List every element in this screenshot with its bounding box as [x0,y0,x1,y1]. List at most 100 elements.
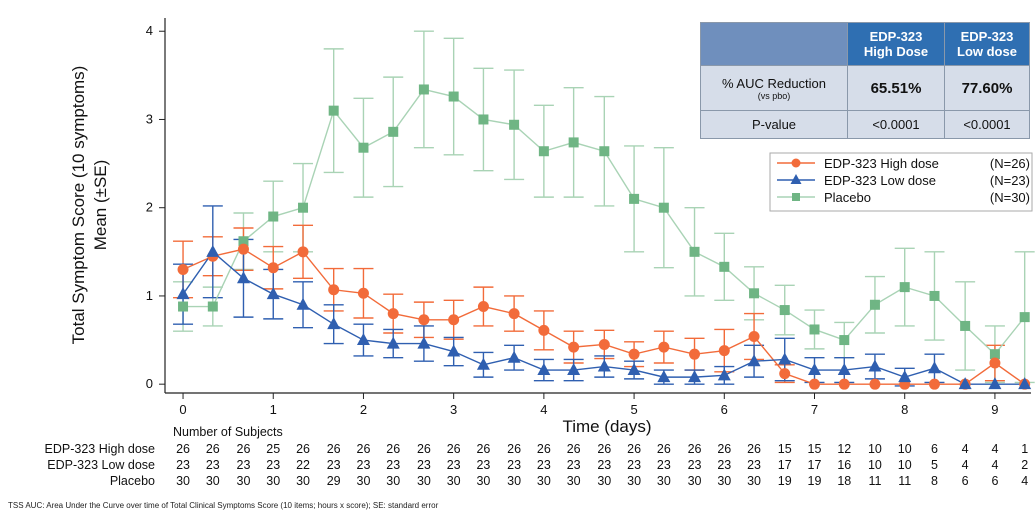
data-point-high-dose [989,357,1001,369]
data-point-low-dose [657,370,671,383]
subjects-count: 8 [931,474,938,488]
data-point-high-dose [838,378,850,390]
data-point-low-dose [808,363,821,376]
subjects-count: 6 [991,474,998,488]
data-point-low-dose [507,350,521,363]
data-point-placebo [207,301,218,312]
x-tick-label: 4 [540,402,547,417]
data-point-low-dose [567,363,581,376]
subjects-count: 4 [962,458,969,472]
subjects-count: 26 [176,442,190,456]
data-point-placebo [658,202,669,213]
table-row-label-auc: % AUC Reduction (vs pbo) [700,65,848,111]
data-point-low-dose [688,370,702,383]
subjects-count: 23 [417,458,431,472]
subjects-count: 26 [567,442,581,456]
auc-sublabel: (vs pbo) [757,90,791,101]
data-point-low-dose [868,359,882,372]
subjects-count: 5 [931,458,938,472]
subjects-count: 30 [507,474,521,488]
subjects-count: 30 [296,474,310,488]
data-point-low-dose [266,287,280,300]
x-tick-label: 6 [721,402,728,417]
subjects-count: 30 [447,474,461,488]
auc-value-high: 65.51% [847,65,945,111]
subjects-count: 23 [688,458,702,472]
subjects-count: 30 [386,474,400,488]
data-point-high-dose [357,287,369,299]
data-point-low-dose [476,357,490,370]
data-point-high-dose [628,348,640,360]
data-point-placebo [839,335,850,346]
data-point-placebo [268,211,279,222]
data-point-placebo [899,282,910,293]
subjects-count: 19 [808,474,822,488]
subjects-count: 30 [357,474,371,488]
subjects-count: 30 [237,474,251,488]
subjects-count: 16 [837,458,851,472]
subjects-count: 30 [476,474,490,488]
data-point-low-dose [206,244,220,257]
subjects-count: 11 [868,474,881,488]
subjects-count: 4 [1021,474,1028,488]
data-point-placebo [328,105,339,116]
data-point-high-dose [598,338,610,350]
legend-label: Placebo [824,190,871,205]
x-tick-label: 5 [630,402,637,417]
legend: EDP-323 High dose (N=26) EDP-323 Low dose (… [769,152,1033,212]
subjects-count: 26 [447,442,461,456]
subjects-count: 30 [747,474,761,488]
x-tick-label: 0 [179,402,186,417]
subjects-count: 30 [176,474,190,488]
data-point-high-dose [568,341,580,353]
subjects-count: 18 [837,474,851,488]
subjects-count: 23 [627,458,641,472]
data-point-high-dose [869,378,881,390]
table-row-label-pvalue: P-value [700,110,848,139]
subjects-count: 22 [296,458,310,472]
auc-value-low: 77.60% [944,65,1030,111]
axes: 0 1 2 3 4 0 1 2 3 4 5 6 7 8 9 Time (days) Total Symptom … [69,18,1031,436]
data-point-low-dose [988,377,1002,390]
data-point-low-dose [747,354,761,367]
footnote: TSS AUC: Area Under the Curve over time … [8,501,439,510]
subjects-count: 23 [567,458,581,472]
legend-label: EDP-323 High dose [824,156,939,171]
subjects-count: 26 [627,442,641,456]
data-point-placebo [509,119,520,130]
data-point-placebo [629,193,640,204]
subjects-count: 26 [237,442,251,456]
subjects-count: 23 [537,458,551,472]
subjects-count: 23 [357,458,371,472]
subjects-count: 26 [386,442,400,456]
auc-label: % AUC Reduction [721,75,827,91]
subjects-count: 23 [747,458,761,472]
data-point-placebo [869,299,880,310]
subjects-count: 23 [266,458,280,472]
subjects-count: 23 [717,458,731,472]
data-point-high-dose [387,308,399,320]
subjects-count: 26 [597,442,611,456]
subjects-count: 26 [357,442,371,456]
x-tick-label: 1 [270,402,277,417]
subjects-count: 23 [657,458,671,472]
subjects-count: 30 [417,474,431,488]
table-col-header-high: EDP-323 High Dose [847,22,945,66]
data-point-high-dose [177,263,189,275]
subjects-count: 17 [808,458,822,472]
data-point-placebo [809,324,820,335]
x-tick-label: 7 [811,402,818,417]
data-point-placebo [689,246,700,257]
subjects-count: 15 [808,442,822,456]
data-point-high-dose [689,348,701,360]
subjects-count: 23 [386,458,400,472]
x-tick-label: 9 [991,402,998,417]
data-point-high-dose [658,341,670,353]
data-point-high-dose [477,301,489,313]
subjects-count: 10 [868,442,882,456]
data-point-low-dose [958,377,972,390]
data-point-placebo [388,126,399,137]
x-tick-label: 3 [450,402,457,417]
subjects-count: 23 [447,458,461,472]
